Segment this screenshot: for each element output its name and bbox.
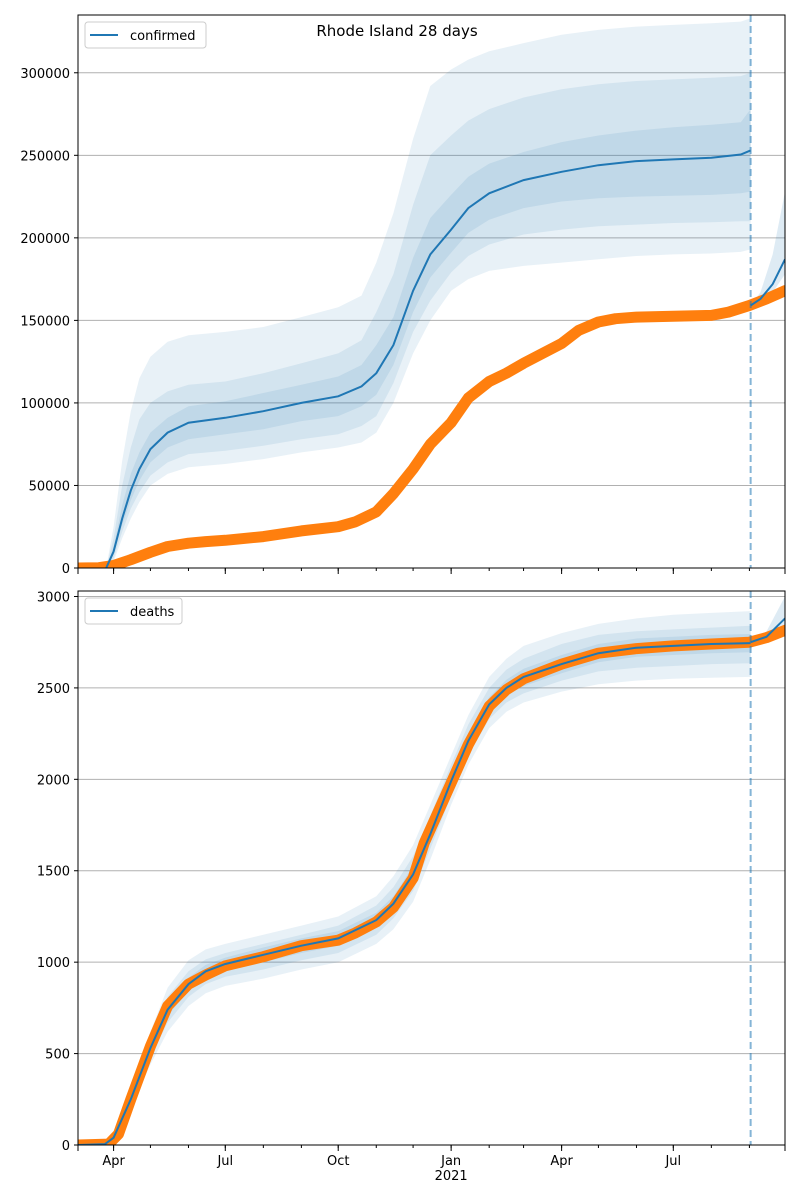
- x-tick-label: Jan: [440, 1154, 461, 1169]
- y-tick-label: 0: [62, 1139, 70, 1154]
- y-tick-label: 1500: [37, 865, 70, 880]
- model-extension: [750, 258, 785, 307]
- axes-frame: [77, 590, 786, 1146]
- uncertainty-band-3: [106, 109, 751, 568]
- panel-deaths: 0 500 1000 1500 2000 2500 3000 Apr Jul Oct Jan2021…: [37, 590, 786, 1184]
- uncertainty-band-2: [106, 72, 751, 568]
- x-tick-label: Jul: [664, 1154, 681, 1169]
- x-tick-label: Oct: [327, 1154, 349, 1169]
- y-tick-label: 1000: [37, 956, 70, 971]
- model-series: [105, 149, 751, 568]
- y-tick-label: 2000: [37, 773, 70, 788]
- uncertainty-band-1: [106, 18, 751, 568]
- panel-confirmed: 0 50000 100000 150000 200000 250000 300000 conf…: [20, 14, 786, 577]
- figure-title: Rhode Island 28 days: [316, 22, 477, 40]
- y-tick-label: 50000: [29, 479, 70, 494]
- x-tick-label: Jul: [216, 1154, 233, 1169]
- observed-series: [78, 285, 785, 568]
- y-tick-label: 250000: [20, 149, 70, 164]
- y-tick-label: 2500: [37, 682, 70, 697]
- y-tick-label: 100000: [20, 397, 70, 412]
- model-series: [78, 642, 751, 1145]
- y-tick-label: 200000: [20, 232, 70, 247]
- axes-frame: [77, 14, 786, 569]
- y-tick-label: 150000: [20, 314, 70, 329]
- legend-box: [84, 597, 183, 625]
- model-extension: [750, 617, 785, 644]
- y-tick-label: 3000: [37, 590, 70, 605]
- legend: confirmed: [84, 21, 207, 49]
- legend-label: confirmed: [130, 29, 196, 44]
- plot-area: [78, 596, 785, 1145]
- y-tick-label: 300000: [20, 67, 70, 82]
- observed-series: [78, 624, 785, 1145]
- y-tick-label: 0: [62, 562, 70, 577]
- legend-label: deaths: [130, 605, 175, 620]
- x-tick-label: Apr: [102, 1154, 125, 1169]
- plot-area: [78, 18, 785, 568]
- x-tick-year-label: 2021: [435, 1169, 468, 1184]
- y-tick-label: 500: [45, 1048, 70, 1063]
- legend-box: [84, 21, 207, 49]
- x-tick-label: Apr: [550, 1154, 573, 1169]
- legend: deaths: [84, 597, 183, 625]
